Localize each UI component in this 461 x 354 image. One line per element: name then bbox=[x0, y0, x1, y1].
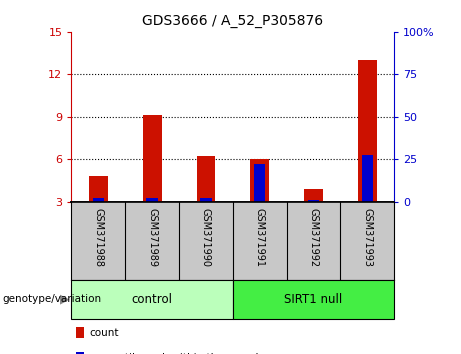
Text: GSM371993: GSM371993 bbox=[362, 208, 372, 267]
Text: GSM371990: GSM371990 bbox=[201, 208, 211, 267]
Text: GSM371988: GSM371988 bbox=[93, 208, 103, 267]
Bar bbox=[89, 176, 108, 202]
Text: GSM371989: GSM371989 bbox=[147, 208, 157, 267]
Bar bbox=[143, 115, 161, 202]
Bar bbox=[71, 280, 233, 319]
Bar bbox=[196, 156, 215, 202]
Text: count: count bbox=[89, 328, 118, 338]
Bar bbox=[254, 164, 266, 202]
Bar bbox=[250, 159, 269, 202]
Bar bbox=[147, 198, 158, 202]
Text: GSM371992: GSM371992 bbox=[308, 208, 319, 267]
Text: GSM371991: GSM371991 bbox=[254, 208, 265, 267]
Bar bbox=[233, 280, 394, 319]
Bar bbox=[361, 155, 373, 202]
Bar bbox=[308, 200, 319, 202]
Text: control: control bbox=[132, 293, 172, 306]
Title: GDS3666 / A_52_P305876: GDS3666 / A_52_P305876 bbox=[142, 14, 323, 28]
Text: percentile rank within the sample: percentile rank within the sample bbox=[89, 353, 265, 354]
Bar bbox=[304, 189, 323, 202]
Text: genotype/variation: genotype/variation bbox=[2, 294, 101, 304]
Text: SIRT1 null: SIRT1 null bbox=[284, 293, 343, 306]
Bar bbox=[93, 198, 104, 202]
Bar bbox=[358, 60, 377, 202]
Text: ▶: ▶ bbox=[59, 293, 69, 306]
Bar bbox=[200, 198, 212, 202]
